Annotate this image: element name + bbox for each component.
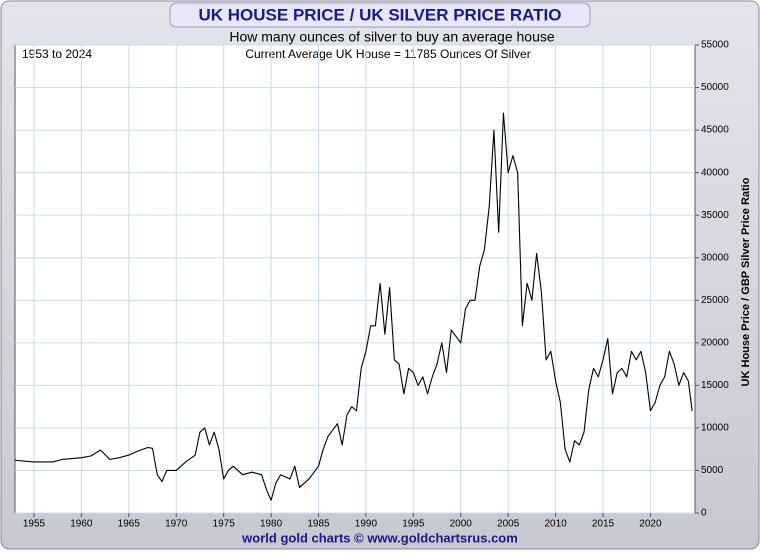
annotation: 1953 to 2024 (22, 47, 92, 61)
x-tick-label: 2010 (544, 519, 567, 530)
chart-title: UK HOUSE PRICE / UK SILVER PRICE RATIO (198, 5, 561, 24)
y-tick-label: 15000 (701, 380, 729, 391)
x-tick-label: 1970 (165, 519, 188, 530)
x-tick-label: 1985 (307, 519, 330, 530)
footer: world gold charts © www.goldchartsrus.co… (241, 530, 518, 545)
x-tick-label: 2015 (592, 519, 615, 530)
title-box (169, 2, 591, 28)
y-tick-label: 20000 (701, 337, 729, 348)
plot-area (14, 44, 696, 514)
data-line (14, 112, 693, 501)
y-tick-label: 40000 (701, 167, 729, 178)
y-axis-label: UK House Price / GBP Silver Price Ratio (740, 177, 752, 386)
y-tick-label: 55000 (701, 40, 729, 51)
y-tick-label: 25000 (701, 295, 729, 306)
annotation: Current Average UK House = 11785 Ounces … (245, 47, 530, 61)
x-tick-label: 1955 (23, 519, 46, 530)
y-tick-label: 45000 (701, 125, 729, 136)
x-tick-label: 1975 (213, 519, 236, 530)
y-tick-label: 50000 (701, 82, 729, 93)
subtitle: How many ounces of silver to buy an aver… (229, 29, 555, 45)
x-tick-label: 1990 (355, 519, 378, 530)
y-tick-label: 0 (701, 508, 707, 519)
y-tick-label: 5000 (701, 465, 724, 476)
y-tick-label: 30000 (701, 252, 729, 263)
x-tick-label: 2005 (497, 519, 520, 530)
x-tick-label: 1995 (402, 519, 425, 530)
x-tick-label: 2000 (450, 519, 473, 530)
x-tick-label: 1965 (118, 519, 141, 530)
x-tick-label: 1980 (260, 519, 283, 530)
y-tick-label: 35000 (701, 210, 729, 221)
x-tick-label: 1960 (70, 519, 93, 530)
x-tick-label: 2020 (639, 519, 662, 530)
y-tick-label: 10000 (701, 423, 729, 434)
